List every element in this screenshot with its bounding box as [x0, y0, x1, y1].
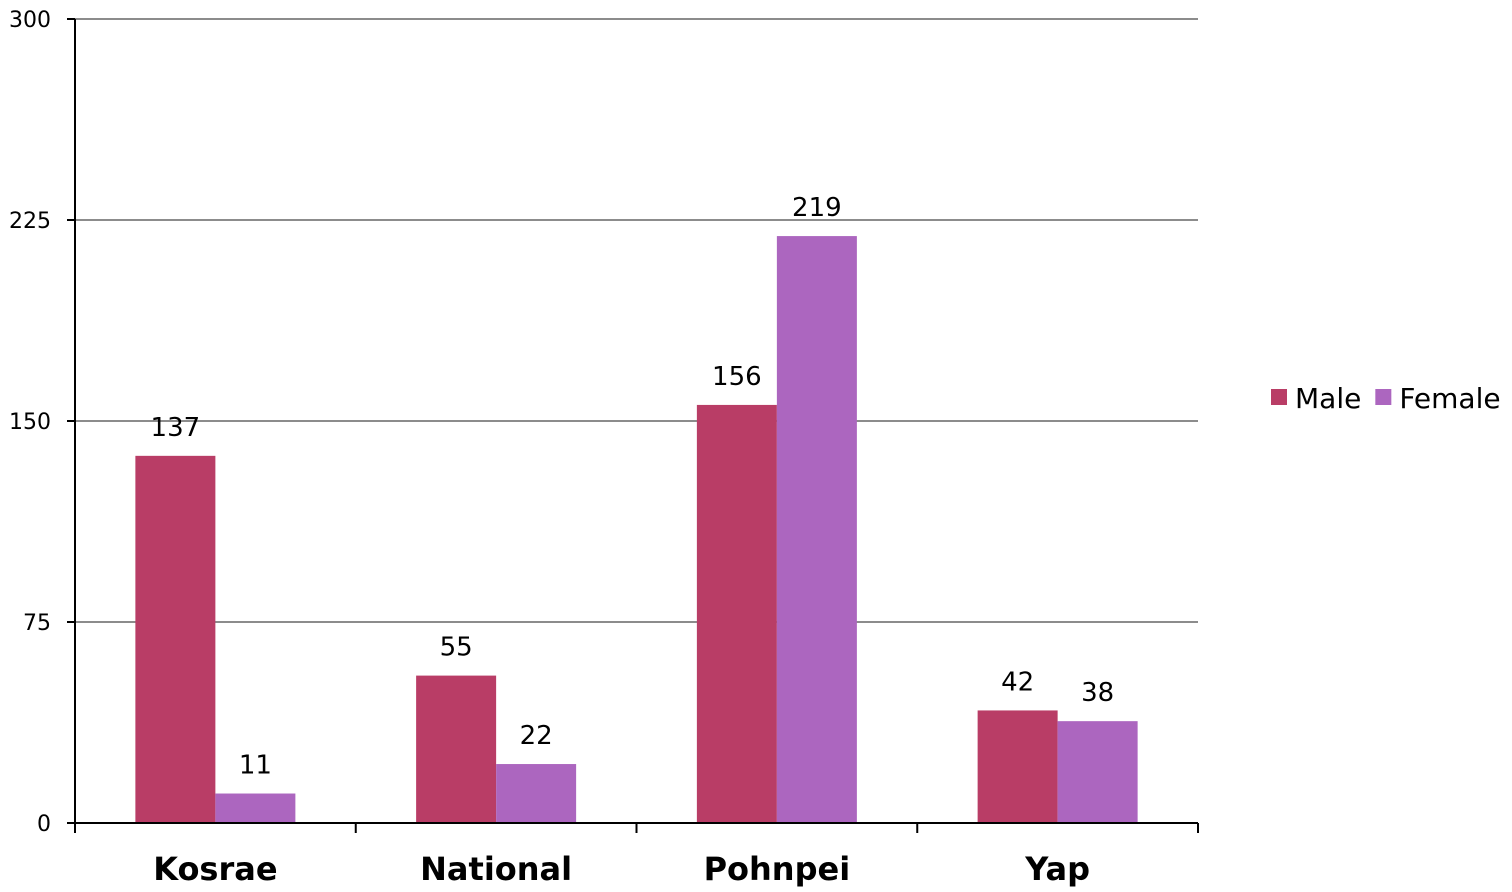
data-label: 156 [712, 362, 762, 392]
data-label: 42 [1001, 667, 1034, 697]
data-label: 55 [440, 633, 473, 663]
legend-label: Female [1399, 382, 1500, 415]
data-labels: 137 11 55 22 156 219 42 38 [151, 193, 1115, 780]
axes [67, 18, 1199, 833]
x-category-labels: Kosrae National Pohnpei Yap [153, 850, 1090, 888]
data-label: 11 [239, 751, 272, 781]
x-category-label: Yap [1024, 850, 1090, 888]
x-category-label: National [420, 850, 572, 888]
bar-male [977, 710, 1058, 823]
data-label: 219 [792, 193, 842, 223]
bars [135, 236, 1138, 823]
bar-female [215, 793, 296, 823]
bar-female [496, 764, 577, 823]
bar-male [696, 404, 777, 823]
y-tick-label: 75 [23, 611, 51, 636]
legend-swatch-male [1271, 389, 1287, 405]
legend: Male Female [1271, 382, 1501, 415]
y-tick-label: 0 [37, 812, 51, 837]
x-category-label: Pohnpei [704, 850, 851, 888]
gridlines [75, 18, 1198, 623]
x-category-label: Kosrae [153, 850, 277, 888]
bar-male [416, 675, 497, 823]
y-tick-label: 150 [9, 410, 51, 435]
y-tick-labels: 0 75 150 225 300 [9, 8, 51, 837]
y-tick-label: 300 [9, 8, 51, 33]
bar-male [135, 455, 216, 823]
data-label: 22 [520, 721, 553, 751]
bar-female [776, 236, 857, 823]
data-label: 137 [151, 413, 201, 443]
bar-female [1057, 721, 1138, 823]
y-tick-label: 225 [9, 209, 51, 234]
legend-swatch-female [1375, 389, 1392, 405]
data-label: 38 [1081, 678, 1114, 708]
legend-label: Male [1295, 382, 1361, 415]
